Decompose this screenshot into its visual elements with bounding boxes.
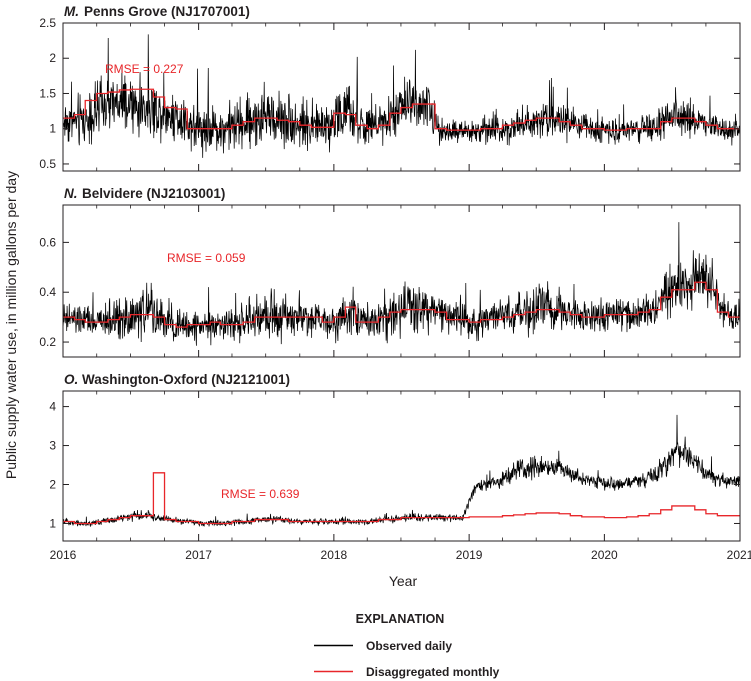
y-tick-label: 1.5 [39, 86, 56, 100]
panel-letter: M. [64, 4, 79, 19]
panel-1: M. Penns Grove (NJ1707001) 0.5 1 1.5 2 2.5 RMSE… [39, 4, 741, 172]
legend-label-monthly: Disaggregated monthly [366, 665, 500, 679]
y-axis-label: Public supply water use, in million gall… [3, 171, 19, 479]
plot-frame [62, 22, 741, 172]
y-tick-label: 2 [49, 478, 56, 492]
y-tick-label: 2 [49, 51, 56, 65]
panel-letter: O. [64, 372, 78, 387]
series-disaggregated-monthly [63, 88, 740, 131]
y-tick-label: 0.6 [39, 235, 56, 249]
y-tick-label: 3 [49, 439, 56, 453]
series-observed-daily [63, 222, 740, 346]
y-tick-label: 1 [49, 122, 56, 136]
x-tick-label: 2019 [456, 548, 483, 562]
plot-frame [62, 390, 741, 542]
panel-title: Belvidere (NJ2103001) [82, 186, 225, 201]
series-observed-daily [63, 34, 740, 158]
panel-letter: N. [64, 186, 78, 201]
y-tick-label: 0.5 [39, 157, 56, 171]
panel-2: N. Belvidere (NJ2103001) 0.2 0.4 0.6 RMSE = 0… [39, 186, 741, 358]
x-tick-label: 2017 [185, 548, 212, 562]
panels: M. Penns Grove (NJ1707001) 0.5 1 1.5 2 2.5 RMSE… [39, 4, 751, 562]
series-disaggregated-monthly [63, 472, 740, 525]
x-axis-label: Year [389, 573, 418, 589]
x-tick-label: 2021 [727, 548, 751, 562]
panel-title: Penns Grove (NJ1707001) [84, 4, 250, 19]
legend: EXPLANATION Observed daily Disaggregated… [314, 612, 500, 679]
panel-3: O. Washington-Oxford (NJ2121001) 1 2 3 4 2016 2… [49, 372, 751, 562]
plot-frame [62, 204, 741, 358]
x-tick-label: 2020 [591, 548, 618, 562]
y-tick-label: 2.5 [39, 16, 56, 30]
rmse-annotation: RMSE = 0.059 [167, 251, 246, 265]
rmse-annotation: RMSE = 0.639 [221, 487, 300, 501]
legend-label-observed: Observed daily [366, 639, 452, 653]
x-tick-label: 2016 [50, 548, 77, 562]
y-tick-label: 4 [49, 400, 56, 414]
rmse-annotation: RMSE = 0.227 [105, 62, 184, 76]
panel-title: Washington-Oxford (NJ2121001) [82, 372, 290, 387]
series-disaggregated-monthly [63, 281, 740, 328]
y-tick-label: 0.2 [39, 335, 56, 349]
x-tick-label: 2018 [321, 548, 348, 562]
legend-title: EXPLANATION [356, 612, 445, 626]
y-tick-label: 0.4 [39, 285, 56, 299]
y-tick-label: 1 [49, 516, 56, 530]
